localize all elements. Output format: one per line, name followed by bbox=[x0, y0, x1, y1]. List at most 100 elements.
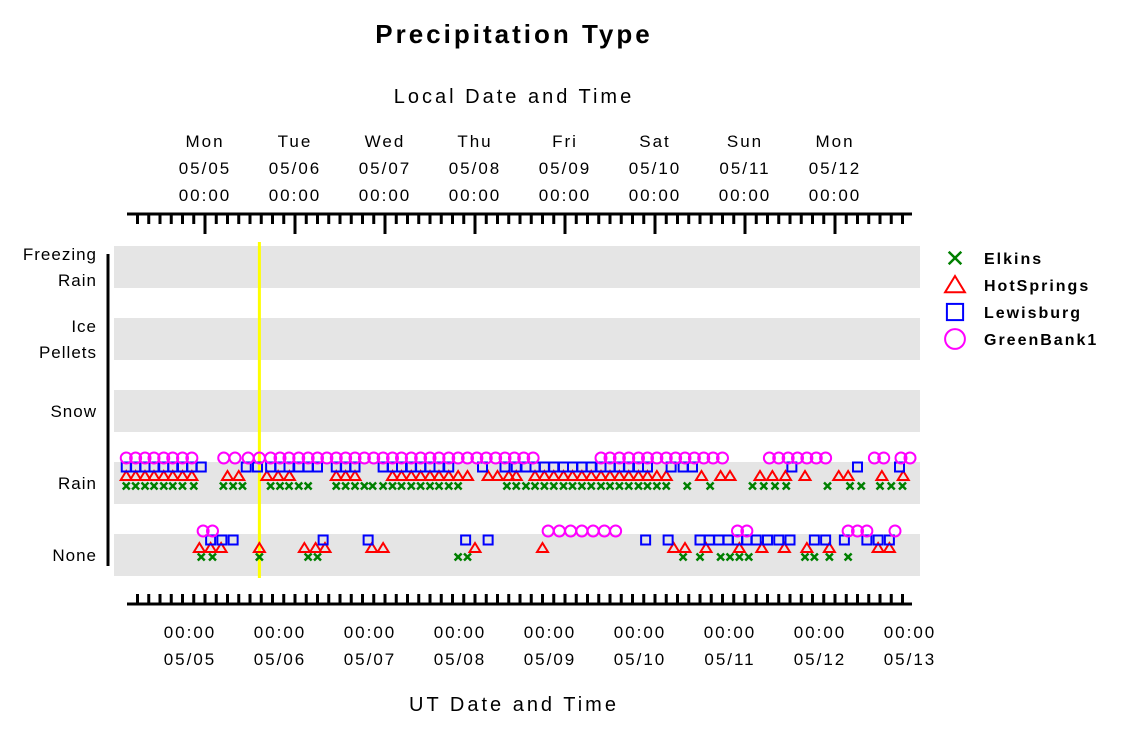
marker-x bbox=[406, 481, 416, 491]
marker-x bbox=[208, 552, 217, 562]
marker-x bbox=[845, 481, 855, 491]
top-axis: Mon 05/05 00:00 Tue 05/06 00:00 Wed 05/07 00:00 T… bbox=[127, 132, 912, 234]
marker-x bbox=[568, 481, 577, 491]
local-tick-time: 00:00 bbox=[539, 186, 592, 205]
ut-tick-time: 00:00 bbox=[794, 623, 847, 642]
marker-circle bbox=[470, 451, 484, 465]
marker-triangle bbox=[694, 469, 709, 481]
ut-tick-time: 00:00 bbox=[704, 623, 757, 642]
marker-x bbox=[294, 481, 304, 491]
marker-x bbox=[131, 481, 141, 491]
ut-tick-time: 00:00 bbox=[884, 623, 937, 642]
marker-x bbox=[350, 481, 360, 491]
marker-circle bbox=[731, 524, 744, 538]
marker-triangle bbox=[799, 541, 815, 553]
marker-x bbox=[359, 481, 369, 491]
marker-triangle bbox=[146, 469, 162, 481]
marker-x bbox=[643, 481, 652, 491]
marker-circle bbox=[264, 451, 278, 465]
marker-triangle bbox=[527, 469, 543, 481]
marker-square bbox=[883, 534, 895, 546]
marker-circle bbox=[819, 451, 833, 465]
category-label: Ice bbox=[71, 317, 97, 336]
marker-triangle bbox=[777, 541, 792, 553]
marker-x bbox=[121, 481, 131, 491]
marker-x bbox=[577, 481, 587, 491]
marker-circle bbox=[860, 524, 874, 538]
marker-x bbox=[682, 481, 692, 491]
marker-circle bbox=[311, 451, 324, 465]
marker-circle bbox=[903, 451, 917, 465]
marker-circle bbox=[176, 451, 189, 465]
marker-circle bbox=[762, 451, 776, 465]
marker-triangle bbox=[490, 469, 505, 481]
marker-x bbox=[313, 552, 322, 562]
marker-triangle bbox=[508, 469, 524, 481]
band-none bbox=[114, 534, 920, 576]
marker-circle bbox=[129, 451, 143, 465]
marker-x bbox=[695, 552, 705, 562]
marker-triangle bbox=[752, 469, 768, 481]
marker-circle bbox=[301, 451, 315, 465]
marker-triangle bbox=[137, 469, 153, 481]
marker-triangle bbox=[175, 469, 190, 481]
marker-x bbox=[502, 481, 512, 491]
marker-triangle bbox=[874, 469, 890, 481]
marker-triangle bbox=[501, 469, 517, 481]
marker-x bbox=[898, 481, 907, 491]
marker-triangle bbox=[612, 469, 627, 481]
marker-x bbox=[559, 481, 568, 491]
bottom-axis: 00:00 05/05 00:00 05/06 00:00 05/07 00:00 05/08… bbox=[127, 594, 937, 669]
marker-triangle bbox=[328, 469, 344, 481]
marker-triangle bbox=[870, 541, 886, 553]
marker-circle bbox=[791, 451, 804, 465]
marker-x bbox=[341, 481, 351, 491]
marker-triangle bbox=[535, 541, 550, 553]
marker-circle bbox=[507, 451, 521, 465]
marker-square bbox=[662, 534, 674, 546]
marker-triangle bbox=[118, 469, 134, 481]
marker-x bbox=[586, 481, 596, 491]
marker-circle bbox=[594, 451, 608, 465]
marker-triangle bbox=[270, 469, 286, 481]
marker-triangle bbox=[713, 469, 728, 481]
marker-square bbox=[773, 534, 785, 546]
marker-x bbox=[770, 481, 780, 491]
local-tick-date: 05/09 bbox=[539, 159, 592, 178]
marker-x bbox=[947, 250, 963, 266]
marker-square bbox=[482, 534, 494, 546]
marker-x bbox=[140, 481, 150, 491]
marker-triangle bbox=[128, 469, 143, 481]
marker-square bbox=[762, 534, 773, 546]
category-label: None bbox=[52, 546, 97, 565]
legend-label: GreenBank1 bbox=[984, 332, 1098, 349]
marker-x bbox=[368, 481, 378, 491]
marker-triangle bbox=[252, 541, 267, 553]
marker-circle bbox=[716, 451, 729, 465]
marker-x bbox=[521, 481, 531, 491]
marker-triangle bbox=[375, 541, 391, 553]
marker-square bbox=[227, 534, 239, 546]
marker-circle bbox=[489, 451, 503, 465]
marker-x bbox=[624, 481, 634, 491]
legend: Elkins HotSprings Lewisburg GreenBank1 bbox=[943, 250, 1098, 350]
marker-triangle bbox=[413, 469, 428, 481]
marker-circle bbox=[376, 451, 390, 465]
marker-x bbox=[159, 481, 169, 491]
marker-x bbox=[809, 552, 819, 562]
ut-tick-date: 05/08 bbox=[434, 650, 487, 669]
ut-tick-time: 00:00 bbox=[524, 623, 577, 642]
marker-triangle bbox=[797, 469, 813, 481]
marker-circle bbox=[687, 451, 701, 465]
marker-x bbox=[275, 481, 285, 491]
marker-circle bbox=[603, 451, 617, 465]
marker-triangle bbox=[621, 469, 637, 481]
marker-circle bbox=[479, 451, 493, 465]
marker-x bbox=[463, 552, 472, 562]
marker-triangle bbox=[156, 469, 172, 481]
marker-triangle bbox=[649, 469, 665, 481]
marker-circle bbox=[781, 451, 795, 465]
marker-x bbox=[303, 552, 313, 562]
band-ice-pellets bbox=[114, 318, 920, 360]
marker-x bbox=[549, 481, 559, 491]
